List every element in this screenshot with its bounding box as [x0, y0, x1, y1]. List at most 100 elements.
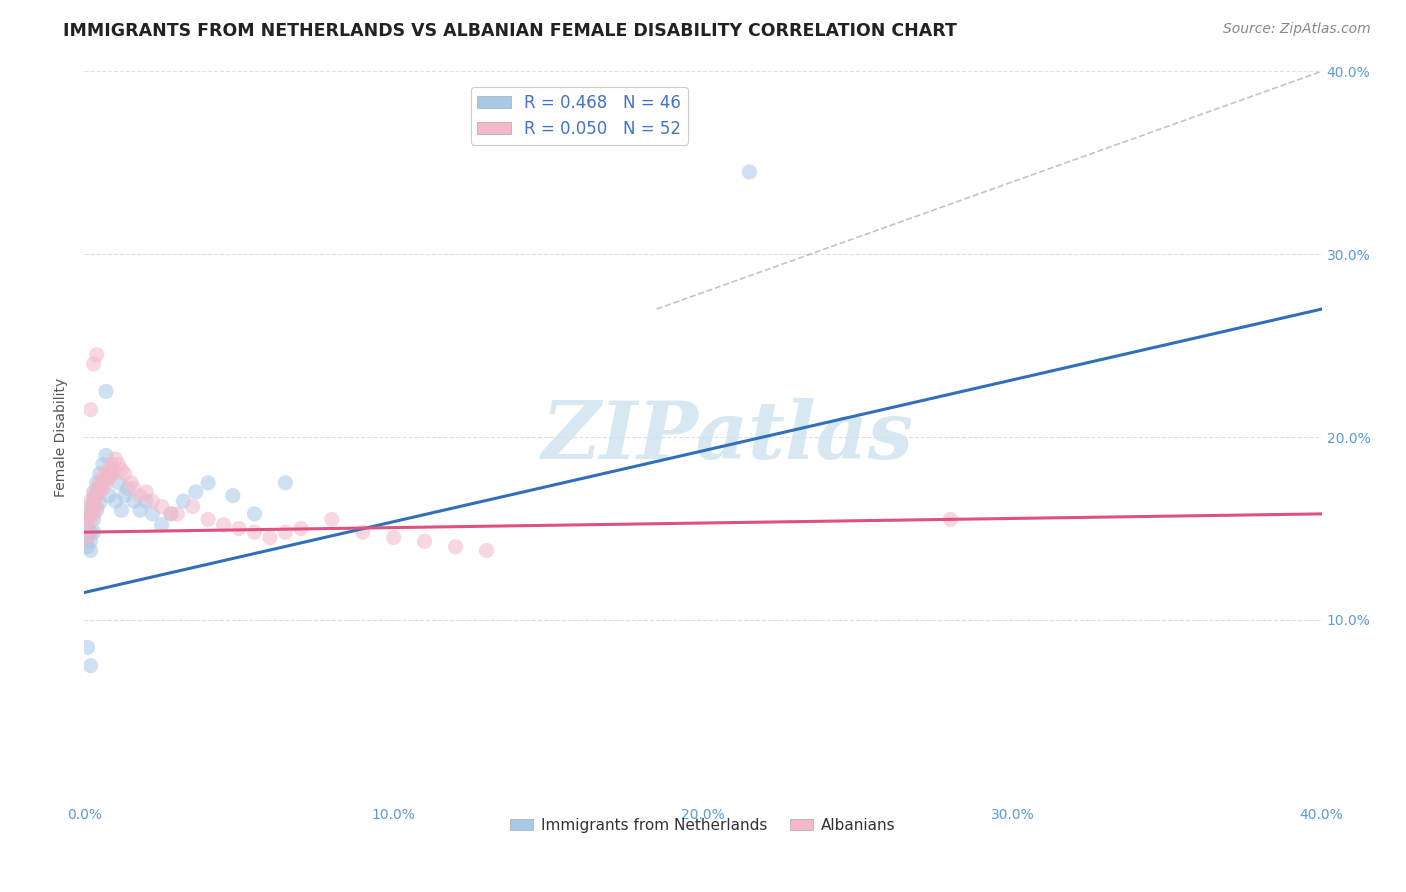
Point — [89, 485, 111, 500]
Point — [197, 475, 219, 490]
Text: ZIPatlas: ZIPatlas — [541, 399, 914, 475]
Point — [98, 461, 121, 475]
Point — [94, 448, 117, 462]
Point — [321, 512, 343, 526]
Point — [86, 481, 108, 495]
Y-axis label: Female Disability: Female Disability — [55, 377, 69, 497]
Point — [243, 507, 266, 521]
Point — [79, 507, 101, 521]
Point — [444, 540, 467, 554]
Point — [86, 348, 108, 362]
Point — [83, 512, 105, 526]
Point — [86, 489, 108, 503]
Point — [83, 500, 105, 514]
Point — [91, 458, 114, 472]
Point — [98, 470, 121, 484]
Point — [76, 521, 98, 535]
Point — [89, 467, 111, 481]
Point — [79, 534, 101, 549]
Point — [274, 525, 297, 540]
Point — [107, 475, 129, 490]
Point — [228, 521, 250, 535]
Point — [114, 467, 136, 481]
Point — [172, 494, 194, 508]
Point — [101, 463, 124, 477]
Point — [83, 525, 105, 540]
Point — [382, 531, 405, 545]
Point — [129, 489, 152, 503]
Point — [122, 481, 145, 495]
Point — [91, 470, 114, 484]
Point — [184, 485, 207, 500]
Point — [76, 531, 98, 545]
Point — [212, 517, 235, 532]
Point — [91, 481, 114, 495]
Point — [79, 500, 101, 514]
Point — [83, 485, 105, 500]
Point — [181, 500, 204, 514]
Point — [76, 521, 98, 535]
Point — [290, 521, 312, 535]
Point — [94, 467, 117, 481]
Point — [89, 496, 111, 510]
Legend: Immigrants from Netherlands, Albanians: Immigrants from Netherlands, Albanians — [505, 812, 901, 839]
Point — [83, 489, 105, 503]
Point — [89, 481, 111, 495]
Point — [86, 475, 108, 490]
Point — [89, 475, 111, 490]
Text: IMMIGRANTS FROM NETHERLANDS VS ALBANIAN FEMALE DISABILITY CORRELATION CHART: IMMIGRANTS FROM NETHERLANDS VS ALBANIAN … — [63, 22, 957, 40]
Point — [76, 531, 98, 545]
Point — [114, 489, 136, 503]
Point — [120, 475, 142, 490]
Point — [79, 512, 101, 526]
Point — [135, 485, 157, 500]
Point — [94, 475, 117, 490]
Point — [117, 481, 139, 495]
Point — [141, 494, 163, 508]
Point — [79, 402, 101, 417]
Point — [76, 512, 98, 526]
Point — [110, 463, 132, 477]
Point — [83, 494, 105, 508]
Point — [104, 452, 127, 467]
Point — [98, 470, 121, 484]
Point — [79, 525, 101, 540]
Point — [413, 534, 436, 549]
Point — [86, 489, 108, 503]
Point — [76, 640, 98, 655]
Point — [939, 512, 962, 526]
Point — [91, 475, 114, 490]
Point — [160, 507, 183, 521]
Point — [101, 458, 124, 472]
Point — [76, 512, 98, 526]
Point — [352, 525, 374, 540]
Point — [86, 500, 108, 514]
Point — [83, 507, 105, 521]
Point — [475, 543, 498, 558]
Point — [98, 489, 121, 503]
Point — [259, 531, 281, 545]
Point — [79, 658, 101, 673]
Point — [243, 525, 266, 540]
Point — [76, 540, 98, 554]
Point — [107, 458, 129, 472]
Point — [150, 500, 173, 514]
Point — [101, 467, 124, 481]
Point — [141, 507, 163, 521]
Point — [110, 503, 132, 517]
Point — [274, 475, 297, 490]
Point — [86, 503, 108, 517]
Point — [150, 517, 173, 532]
Point — [104, 494, 127, 508]
Point — [94, 384, 117, 399]
Point — [79, 543, 101, 558]
Point — [160, 507, 183, 521]
Point — [79, 503, 101, 517]
Point — [738, 165, 761, 179]
Point — [222, 489, 245, 503]
Point — [122, 494, 145, 508]
Point — [197, 512, 219, 526]
Point — [129, 503, 152, 517]
Point — [166, 507, 188, 521]
Point — [135, 494, 157, 508]
